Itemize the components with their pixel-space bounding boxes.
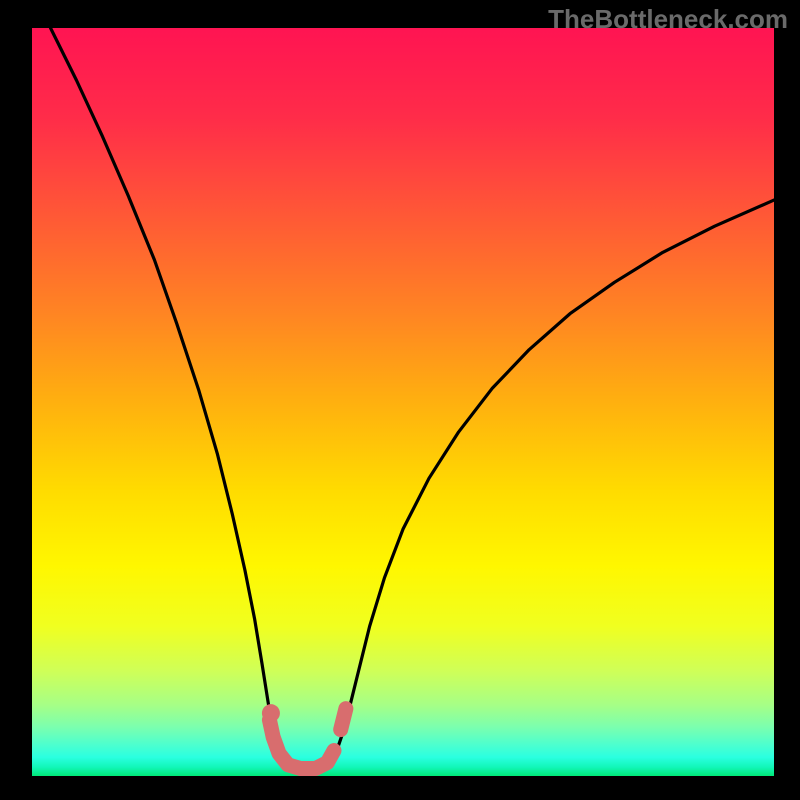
gradient-background: [32, 28, 774, 776]
highlight-dot: [262, 704, 280, 722]
watermark-text: TheBottleneck.com: [548, 4, 788, 35]
chart-frame: [0, 0, 800, 800]
highlight-segment-1: [341, 709, 346, 730]
bottleneck-chart: [32, 28, 774, 776]
